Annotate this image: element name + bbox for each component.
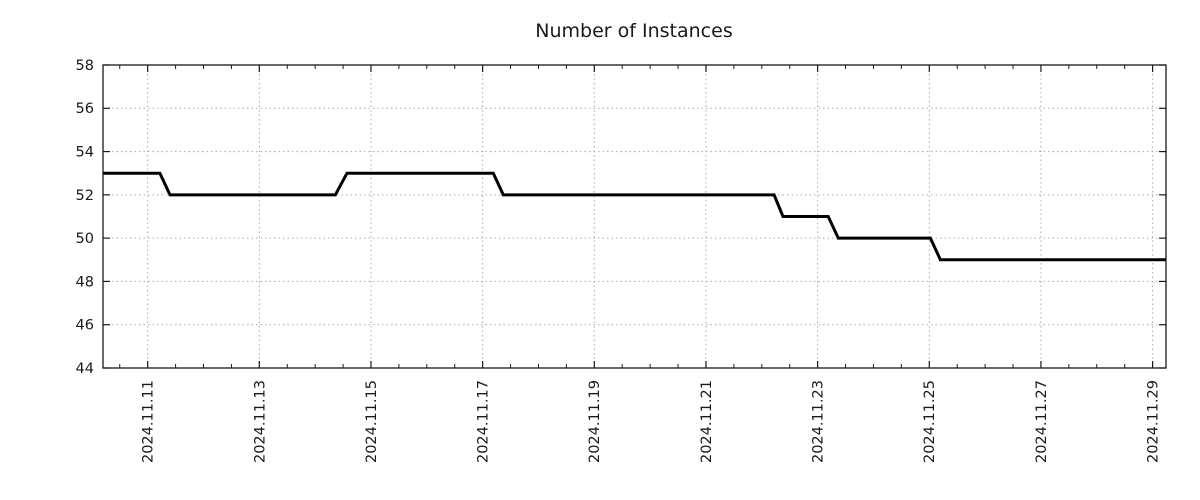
x-tick-label: 2024.11.23 [811,380,827,463]
y-tick-label: 46 [76,318,94,334]
plot-frame [102,64,1167,369]
x-tick-label: 2024.11.25 [922,380,938,463]
x-tick-label: 2024.11.17 [476,380,492,463]
x-tick-label: 2024.11.11 [141,380,157,463]
x-tick-label: 2024.11.15 [364,380,380,463]
x-tick-label: 2024.11.29 [1146,380,1162,463]
x-tick-label: 2024.11.27 [1034,380,1050,463]
axes [102,64,1167,369]
chart-title: Number of Instances [535,20,732,42]
y-tick-label: 52 [76,188,94,204]
y-tick-label: 54 [76,145,94,161]
x-tick-label: 2024.11.13 [252,380,268,463]
y-tick-label: 58 [76,58,94,74]
data-series [103,171,1166,262]
x-tick-label: 2024.11.19 [587,380,603,463]
y-tick-label: 48 [76,274,94,290]
data-line [103,171,1166,262]
gridlines [103,65,1166,368]
y-tick-label: 44 [76,361,94,377]
y-tick-label: 56 [76,101,94,117]
tick-labels: 44 46 48 50 52 54 56 58 2024.11.11 2024.11.13 2024… [76,58,1162,463]
y-tick-label: 50 [76,231,94,247]
x-tick-label: 2024.11.21 [699,380,715,463]
